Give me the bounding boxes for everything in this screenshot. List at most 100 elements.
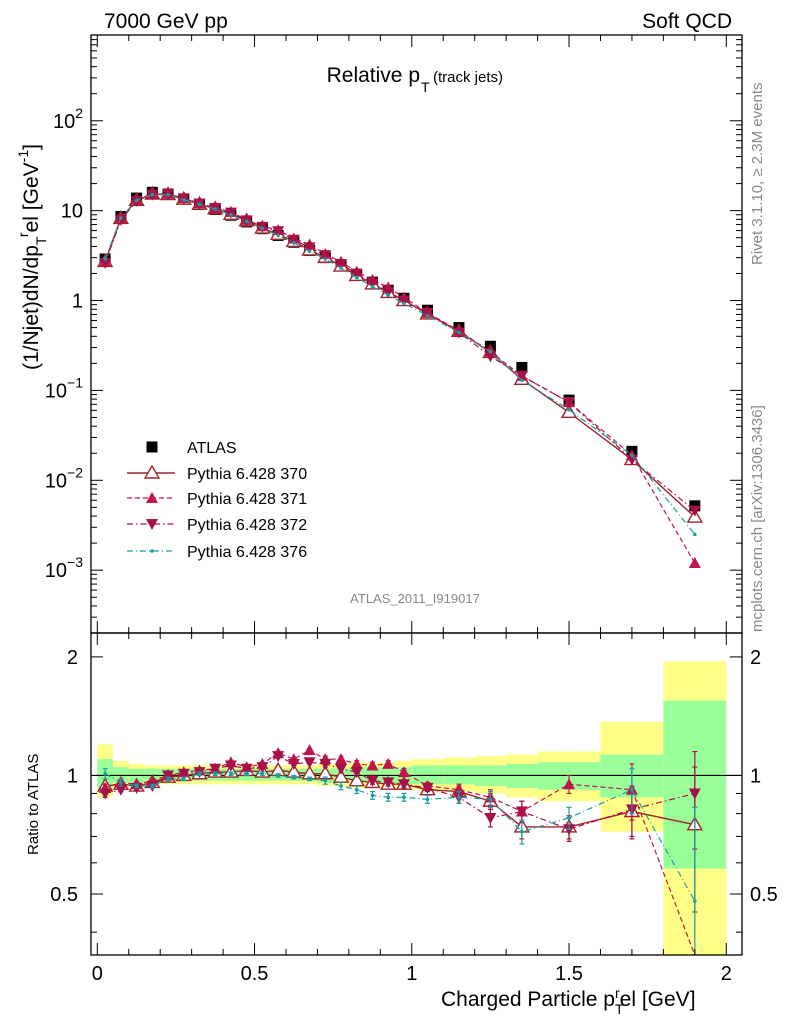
rivet-version-label: Rivet 3.1.10, ≥ 2.3M events: [749, 83, 766, 266]
ratio-point-p371: [397, 766, 410, 778]
data-point-p376: [339, 266, 343, 270]
data-point-p372: [114, 214, 127, 226]
ratio-point-p372: [397, 779, 410, 791]
data-point-p376: [292, 240, 296, 245]
ratio-point-p376: [197, 771, 202, 776]
data-point-p376: [213, 207, 218, 211]
legend-marker-p376: [150, 549, 154, 553]
ratio-point-p371: [563, 778, 576, 790]
data-point-p372: [335, 258, 348, 270]
ratio-point-p376: [213, 771, 218, 776]
ratio-point-p376: [150, 784, 155, 788]
ratio-point-p372: [224, 760, 237, 772]
legend-marker-atlas: [146, 441, 158, 453]
ratio-point-p372: [177, 768, 190, 780]
ratio-point-p376: [457, 795, 461, 800]
data-point-p376: [229, 212, 233, 217]
data-point-p372: [272, 226, 285, 238]
y-tick-label-main: 1: [72, 291, 83, 313]
ratio-point-p372: [99, 788, 112, 800]
mcplots-label: mcplots.cern.ch [arXiv:1306.3436]: [749, 405, 766, 632]
x-tick-label: 2: [721, 963, 732, 985]
ratio-point-p376: [323, 778, 328, 783]
legend-label-atlas: ATLAS: [187, 440, 237, 457]
ratio-point-p372: [515, 806, 528, 818]
y-tick-label-ratio-right: 0.5: [750, 884, 778, 906]
y-axis-label-main: (1/Njet)dN/dpTrel [GeV-1]: [15, 144, 49, 370]
data-point-p376: [693, 532, 697, 537]
data-point-p376: [150, 192, 155, 197]
header-right: Soft QCD: [642, 10, 732, 33]
y-tick-label-ratio-left: 1: [67, 765, 78, 787]
ratio-point-p371: [382, 757, 395, 769]
y-tick-label-ratio-left: 2: [67, 647, 78, 669]
data-point-p376: [630, 453, 634, 458]
series-line-p376: [104, 193, 696, 535]
ratio-point-p376: [488, 797, 493, 802]
data-point-p376: [323, 257, 328, 261]
ratio-point-p376: [370, 793, 375, 798]
x-axis-label: Charged Particle pTrel [GeV]: [441, 985, 696, 1017]
ratio-point-p372: [209, 763, 222, 775]
plot-title: Relative p: [327, 64, 420, 87]
analysis-label: ATLAS_2011_I919017: [350, 591, 480, 606]
main-panel-series: [96, 185, 704, 569]
ratio-point-p371: [366, 759, 379, 771]
data-point-p372: [303, 242, 316, 254]
ratio-point-p371: [350, 757, 363, 769]
data-point-p372: [563, 397, 576, 409]
data-point-p372: [625, 454, 638, 466]
data-point-p372: [366, 278, 379, 290]
ratio-point-p376: [260, 771, 265, 776]
ratio-point-p376: [307, 777, 312, 781]
x-tick-label: 0.5: [241, 963, 269, 985]
data-point-p372: [287, 234, 300, 246]
ratio-point-p376: [386, 795, 390, 800]
y-tick-label-main: 102: [53, 105, 83, 133]
ratio-point-p376: [567, 816, 571, 820]
ratio-point-p376: [244, 771, 249, 776]
ratio-panel-series: [91, 744, 742, 955]
ratio-point-p371: [452, 783, 465, 795]
ratio-point-p376: [425, 797, 430, 802]
ratio-point-p372: [272, 751, 285, 763]
data-point-p372: [421, 307, 434, 319]
ratio-point-p372: [256, 762, 269, 774]
data-point-atlas: [516, 361, 528, 373]
ratio-point-p372: [366, 775, 379, 787]
y-tick-label-main: 10−1: [45, 374, 83, 402]
axes-frames: [90, 34, 743, 956]
ratio-point-p372: [688, 788, 701, 800]
ratio-point-p376: [354, 787, 359, 792]
ratio-point-p376: [402, 795, 406, 800]
legend-label-p370: Pythia 6.428 370: [187, 466, 307, 483]
ratio-point-p376: [520, 829, 524, 834]
ratio-point-p372: [114, 784, 127, 796]
y-tick-label-main: 10−2: [45, 464, 83, 492]
data-point-p372: [484, 351, 497, 363]
ratio-point-p376: [134, 784, 139, 788]
data-point-p372: [382, 286, 395, 298]
ratio-point-p376: [229, 771, 233, 776]
ratio-point-p372: [382, 777, 395, 789]
ratio-point-p371: [335, 753, 348, 765]
ratio-point-p372: [484, 812, 497, 824]
data-point-p372: [397, 295, 410, 307]
ratio-point-p372: [350, 767, 363, 779]
data-point-p376: [457, 330, 461, 335]
data-point-p376: [103, 256, 107, 261]
ratio-point-p376: [339, 784, 343, 788]
legend-marker-p370: [143, 464, 161, 479]
plot-title-note: (track jets): [433, 69, 503, 86]
ratio-point-p372: [287, 758, 300, 770]
y-tick-label-main: 10: [61, 201, 83, 223]
ratio-point-p371: [303, 744, 316, 756]
data-point-p376: [276, 233, 280, 238]
data-point-p372: [350, 268, 363, 280]
data-point-p372: [688, 505, 701, 517]
data-point-p376: [370, 284, 375, 289]
series-line-p372: [104, 193, 696, 512]
data-point-p376: [181, 198, 186, 202]
ratio-point-p372: [319, 758, 332, 770]
ratio-point-p376: [630, 787, 634, 792]
